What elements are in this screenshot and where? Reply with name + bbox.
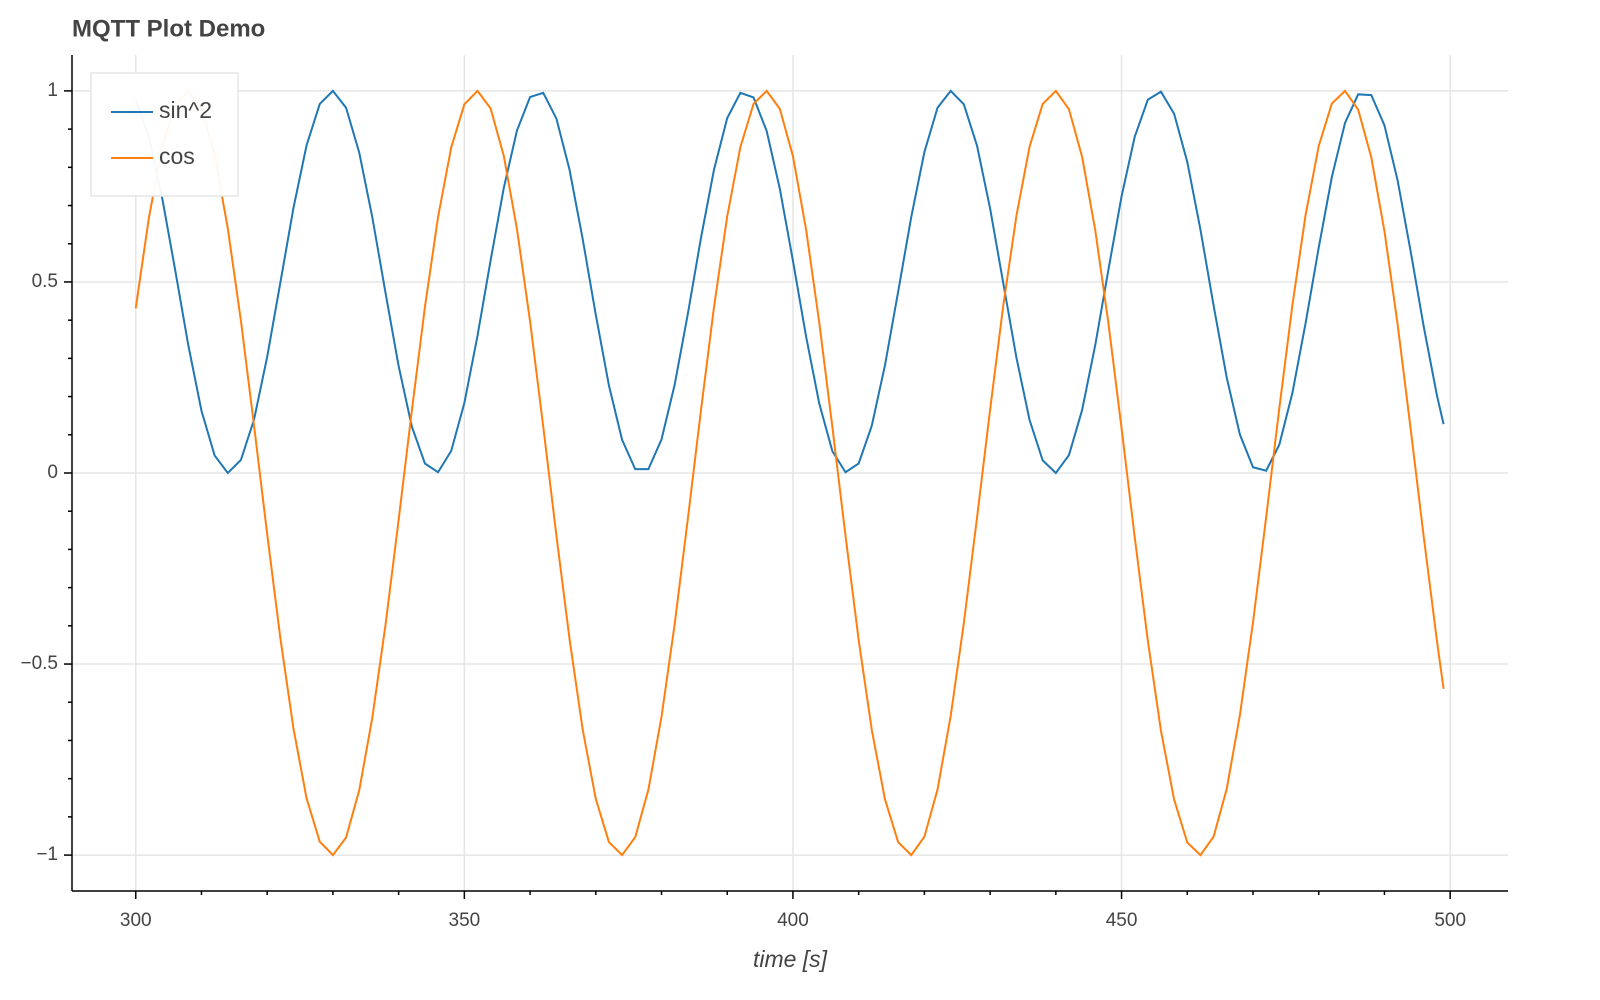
y-tick-label: −0.5 — [20, 653, 58, 674]
legend-box — [90, 72, 239, 197]
legend-label: cos — [159, 143, 195, 169]
line — [134, 89, 1445, 857]
x-axis-label: time [s] — [753, 946, 828, 972]
y-tick-label: −1 — [36, 844, 58, 865]
y-tick-label: 0 — [47, 462, 58, 483]
x-tick-label: 350 — [449, 910, 481, 931]
x-tick-label: 400 — [777, 910, 809, 931]
chart-title: MQTT Plot Demo — [72, 15, 265, 42]
legend-label: sin^2 — [159, 97, 212, 123]
y-tick-label: 0.5 — [32, 271, 58, 292]
x-tick-label: 450 — [1106, 910, 1138, 931]
x-tick-label: 500 — [1434, 910, 1466, 931]
x-tick-label: 300 — [120, 910, 152, 931]
y-tick-label: 1 — [47, 80, 58, 101]
line — [134, 89, 1445, 475]
